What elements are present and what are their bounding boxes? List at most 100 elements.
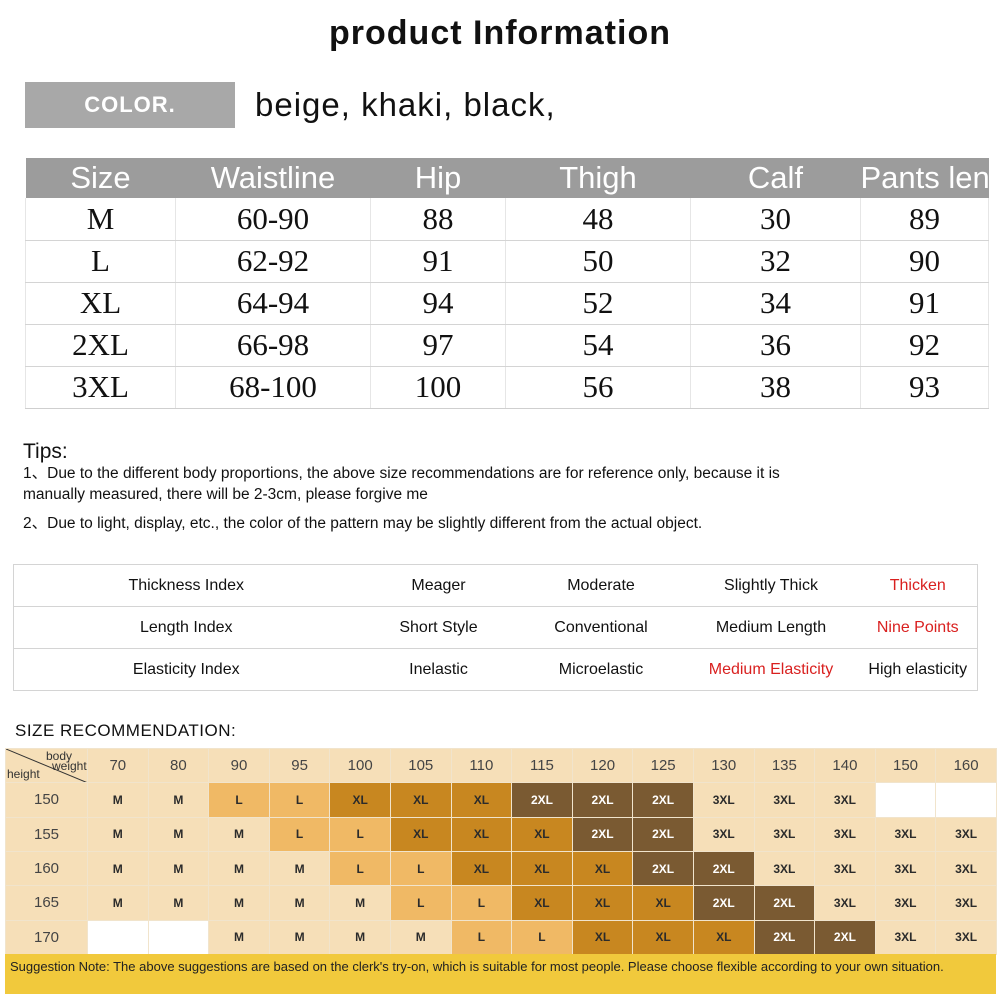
size-cell: 3XL (935, 850, 997, 887)
index-option: Inelastic (358, 648, 519, 691)
size-cell: L (511, 919, 573, 955)
size-cell: XL (632, 885, 694, 921)
table-cell: 3XL (25, 366, 176, 409)
index-option: Nine Points (858, 606, 978, 649)
weight-header: 105 (389, 747, 452, 784)
page-title: product Information (329, 14, 671, 52)
size-cell: 2XL (571, 816, 634, 852)
height-header: 150 (5, 782, 88, 818)
size-cell: M (147, 850, 210, 887)
size-cell: XL (571, 919, 634, 955)
size-cell: M (389, 919, 452, 955)
table-cell: 52 (505, 282, 691, 325)
index-row: Length Index Short Style Conventional Mediu… (13, 606, 978, 649)
size-cell: M (329, 919, 391, 955)
table-cell: 2XL (25, 324, 176, 367)
size-cell: XL (511, 850, 573, 887)
index-table: Thickness Index Meager Moderate Slightly Th… (13, 564, 978, 691)
index-option: Moderate (518, 564, 684, 607)
size-cell: M (208, 919, 270, 955)
index-option: Meager (358, 564, 519, 607)
header-calf: Calf (690, 158, 861, 198)
table-cell: 91 (370, 240, 506, 283)
size-cell (935, 782, 997, 818)
size-cell: 2XL (571, 782, 634, 818)
index-option: Medium Elasticity (683, 648, 859, 691)
index-option: High elasticity (858, 648, 978, 691)
table-cell: 66-98 (175, 324, 371, 367)
weight-header: 120 (571, 747, 634, 784)
weight-header: 100 (329, 747, 391, 784)
size-cell: L (450, 885, 513, 921)
table-cell: 97 (370, 324, 506, 367)
table-cell: 36 (690, 324, 861, 367)
size-cell: XL (511, 816, 573, 852)
size-cell: 3XL (874, 885, 937, 921)
table-cell: 90 (860, 240, 989, 283)
size-cell: XL (389, 816, 452, 852)
tips-title: Tips: (23, 440, 68, 463)
diagonal-line (6, 749, 87, 782)
size-cell: 2XL (753, 919, 816, 955)
table-cell: 89 (860, 198, 989, 241)
grid-row: 155 M M M L L XL XL XL 2XL 2XL 3XL 3XL 3XL 3XL 3XL (5, 816, 997, 852)
table-cell: 54 (505, 324, 691, 367)
weight-header: 125 (632, 747, 694, 784)
size-cell: XL (511, 885, 573, 921)
tip-item: 1、Due to the different body proportions,… (23, 465, 780, 503)
size-cell (874, 782, 937, 818)
size-cell: M (208, 816, 270, 852)
table-row: 3XL 68-100 100 56 38 93 (25, 366, 989, 409)
size-cell: 2XL (692, 850, 755, 887)
size-cell: 3XL (935, 885, 997, 921)
height-header: 165 (5, 885, 88, 921)
index-option: Microelastic (518, 648, 684, 691)
table-cell: 50 (505, 240, 691, 283)
size-table: Size Waistline Hip Thigh Calf Pants leng… (25, 158, 1000, 409)
size-cell (87, 919, 149, 955)
color-label: COLOR. (25, 82, 235, 128)
size-cell: L (389, 850, 452, 887)
weight-header: 160 (935, 747, 997, 784)
table-cell: 94 (370, 282, 506, 325)
size-cell: 2XL (632, 850, 694, 887)
table-cell: 93 (860, 366, 989, 409)
size-cell: M (147, 816, 210, 852)
size-cell: M (147, 885, 210, 921)
weight-header: 135 (753, 747, 816, 784)
size-cell: XL (571, 850, 634, 887)
size-cell: XL (692, 919, 755, 955)
height-header: 155 (5, 816, 88, 852)
size-cell: 3XL (753, 850, 816, 887)
weight-header: 90 (208, 747, 270, 784)
size-cell: 3XL (935, 816, 997, 852)
size-cell: L (450, 919, 513, 955)
size-cell: 3XL (753, 782, 816, 818)
size-cell: XL (632, 919, 694, 955)
size-cell: M (87, 885, 149, 921)
table-cell: 64-94 (175, 282, 371, 325)
size-cell: 3XL (753, 816, 816, 852)
size-cell: M (329, 885, 391, 921)
index-row: Thickness Index Meager Moderate Slightly Th… (13, 564, 978, 607)
size-cell: 3XL (874, 850, 937, 887)
size-cell: M (87, 782, 149, 818)
size-cell: 3XL (814, 782, 876, 818)
grid-header-row: body weight height 70 80 90 95 100 105 110 115 120 1… (5, 747, 997, 784)
size-cell: 2XL (753, 885, 816, 921)
size-cell: 3XL (935, 919, 997, 955)
grid-corner: body weight height (5, 747, 88, 784)
index-row: Elasticity Index Inelastic Microelastic Med… (13, 648, 978, 691)
height-header: 170 (5, 919, 88, 955)
table-cell: 34 (690, 282, 861, 325)
weight-header: 95 (268, 747, 331, 784)
size-cell: 3XL (874, 816, 937, 852)
index-name: Elasticity Index (13, 648, 359, 691)
size-cell: 2XL (692, 885, 755, 921)
weight-header: 140 (814, 747, 876, 784)
size-cell: L (208, 782, 270, 818)
table-cell: L (25, 240, 176, 283)
grid-row: 170 M M M M L L XL XL XL 2XL 2XL 3XL 3XL (5, 919, 997, 955)
size-cell: M (147, 782, 210, 818)
corner-body-label: body (46, 749, 73, 763)
